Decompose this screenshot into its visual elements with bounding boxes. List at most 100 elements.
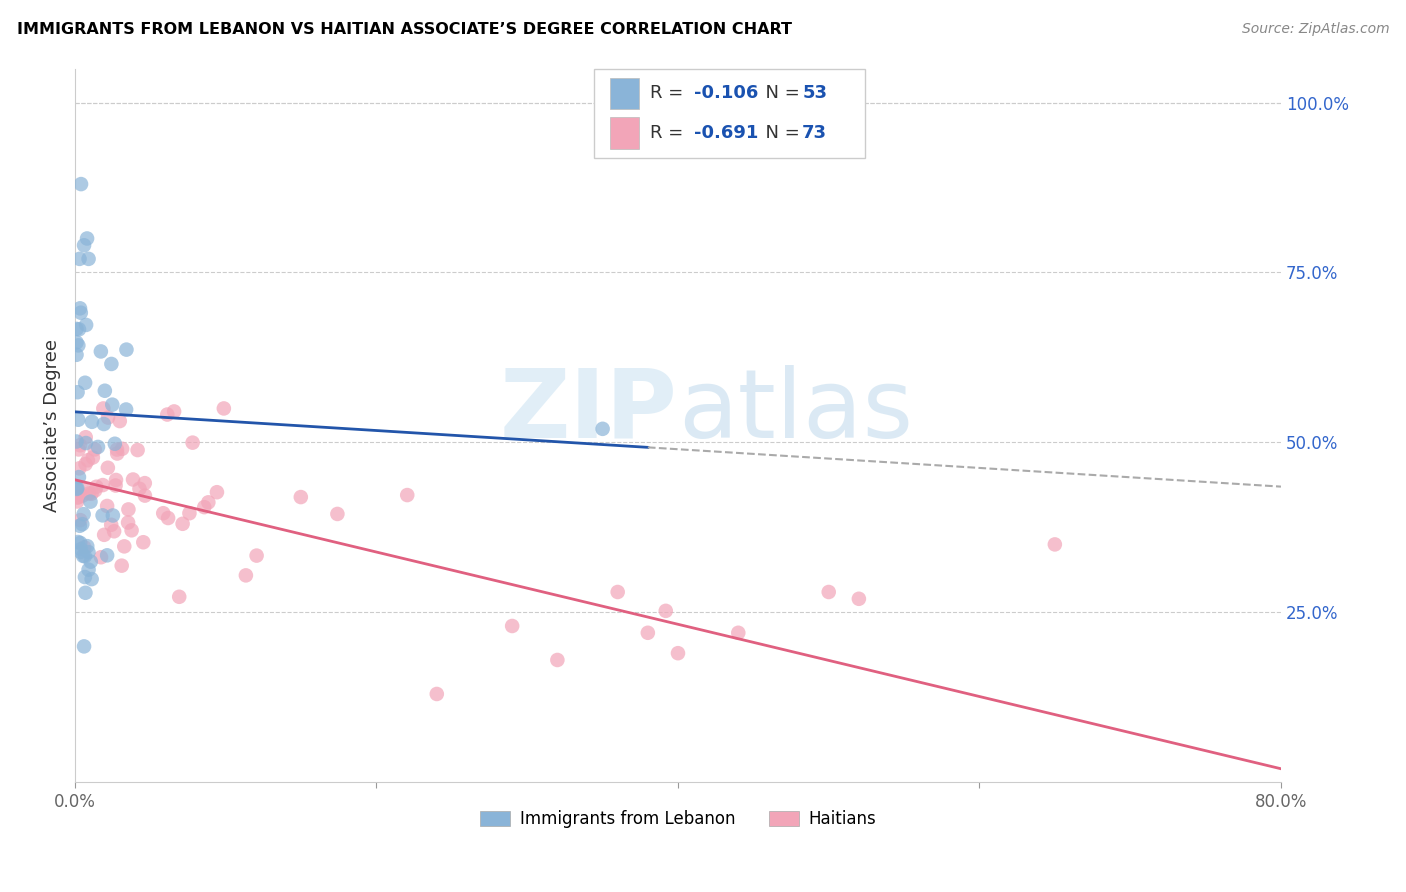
Point bbox=[66, 491, 89, 505]
Point bbox=[69, 513, 91, 527]
Point bbox=[501, 619, 523, 633]
FancyBboxPatch shape bbox=[610, 78, 640, 109]
Point bbox=[212, 401, 235, 416]
Point bbox=[101, 508, 124, 523]
Point bbox=[115, 343, 138, 357]
Point bbox=[97, 460, 120, 475]
Point bbox=[73, 541, 96, 555]
Point bbox=[87, 440, 110, 454]
Point bbox=[655, 604, 678, 618]
Point bbox=[546, 653, 568, 667]
Point bbox=[67, 461, 90, 475]
Point bbox=[80, 555, 103, 569]
FancyBboxPatch shape bbox=[610, 117, 640, 149]
Text: atlas: atlas bbox=[678, 365, 912, 458]
Point bbox=[73, 640, 96, 654]
Point bbox=[65, 348, 87, 362]
Point bbox=[157, 511, 180, 525]
Point bbox=[134, 489, 156, 503]
Text: 73: 73 bbox=[803, 124, 827, 142]
Point bbox=[82, 450, 104, 465]
Point bbox=[75, 376, 97, 390]
Legend: Immigrants from Lebanon, Haitians: Immigrants from Lebanon, Haitians bbox=[472, 804, 883, 835]
Point bbox=[83, 442, 105, 457]
Point bbox=[90, 344, 112, 359]
Point bbox=[67, 470, 90, 484]
Point bbox=[73, 570, 96, 584]
Point bbox=[94, 384, 117, 398]
Point bbox=[93, 417, 115, 431]
Point bbox=[69, 536, 91, 550]
Point bbox=[76, 231, 98, 245]
Point bbox=[67, 322, 90, 336]
Point bbox=[90, 550, 112, 565]
Point bbox=[205, 485, 228, 500]
Point bbox=[117, 502, 139, 516]
Point bbox=[91, 401, 114, 416]
Point bbox=[96, 499, 118, 513]
Point bbox=[93, 528, 115, 542]
Point bbox=[105, 446, 128, 460]
Point bbox=[69, 545, 91, 559]
Point bbox=[86, 480, 108, 494]
Point bbox=[666, 646, 689, 660]
Point bbox=[75, 586, 97, 600]
Point bbox=[122, 473, 145, 487]
Point bbox=[75, 318, 97, 332]
Text: R =: R = bbox=[650, 85, 689, 103]
Point bbox=[76, 539, 98, 553]
Point bbox=[101, 398, 124, 412]
Point bbox=[69, 301, 91, 316]
Text: N =: N = bbox=[754, 124, 806, 142]
Text: IMMIGRANTS FROM LEBANON VS HAITIAN ASSOCIATE’S DEGREE CORRELATION CHART: IMMIGRANTS FROM LEBANON VS HAITIAN ASSOC… bbox=[17, 22, 792, 37]
Point bbox=[606, 585, 628, 599]
Point bbox=[96, 549, 118, 563]
Point bbox=[66, 494, 89, 508]
Point bbox=[65, 434, 87, 449]
Point bbox=[73, 238, 96, 252]
Point bbox=[163, 404, 186, 418]
Point bbox=[65, 322, 87, 336]
Point bbox=[290, 490, 312, 504]
Point bbox=[75, 436, 97, 450]
Point bbox=[66, 481, 89, 495]
Point bbox=[104, 436, 127, 450]
Point bbox=[179, 506, 201, 520]
Point bbox=[69, 438, 91, 452]
Point bbox=[104, 478, 127, 492]
Point bbox=[115, 402, 138, 417]
Point bbox=[69, 306, 91, 320]
Point bbox=[80, 572, 103, 586]
Point bbox=[77, 486, 100, 500]
FancyBboxPatch shape bbox=[593, 69, 865, 158]
Point bbox=[100, 357, 122, 371]
Text: Source: ZipAtlas.com: Source: ZipAtlas.com bbox=[1241, 22, 1389, 37]
Point bbox=[426, 687, 449, 701]
Point bbox=[67, 338, 90, 352]
Point bbox=[108, 414, 131, 428]
Point bbox=[80, 415, 103, 429]
Point bbox=[65, 335, 87, 350]
Point bbox=[128, 482, 150, 496]
Point bbox=[117, 516, 139, 530]
Point bbox=[72, 507, 94, 521]
Point bbox=[77, 453, 100, 467]
Point bbox=[1043, 537, 1066, 551]
Point bbox=[75, 457, 97, 471]
Point bbox=[132, 535, 155, 549]
Point bbox=[77, 563, 100, 577]
Point bbox=[80, 486, 103, 500]
Text: ZIP: ZIP bbox=[501, 365, 678, 458]
Y-axis label: Associate’s Degree: Associate’s Degree bbox=[44, 339, 60, 512]
Point bbox=[69, 252, 91, 266]
Point bbox=[67, 413, 90, 427]
Point bbox=[326, 507, 349, 521]
Text: N =: N = bbox=[754, 85, 806, 103]
Point bbox=[103, 524, 125, 539]
Point bbox=[66, 482, 89, 496]
Point bbox=[246, 549, 269, 563]
Point bbox=[104, 473, 127, 487]
Point bbox=[91, 478, 114, 492]
Point bbox=[77, 252, 100, 266]
Point bbox=[75, 430, 97, 444]
